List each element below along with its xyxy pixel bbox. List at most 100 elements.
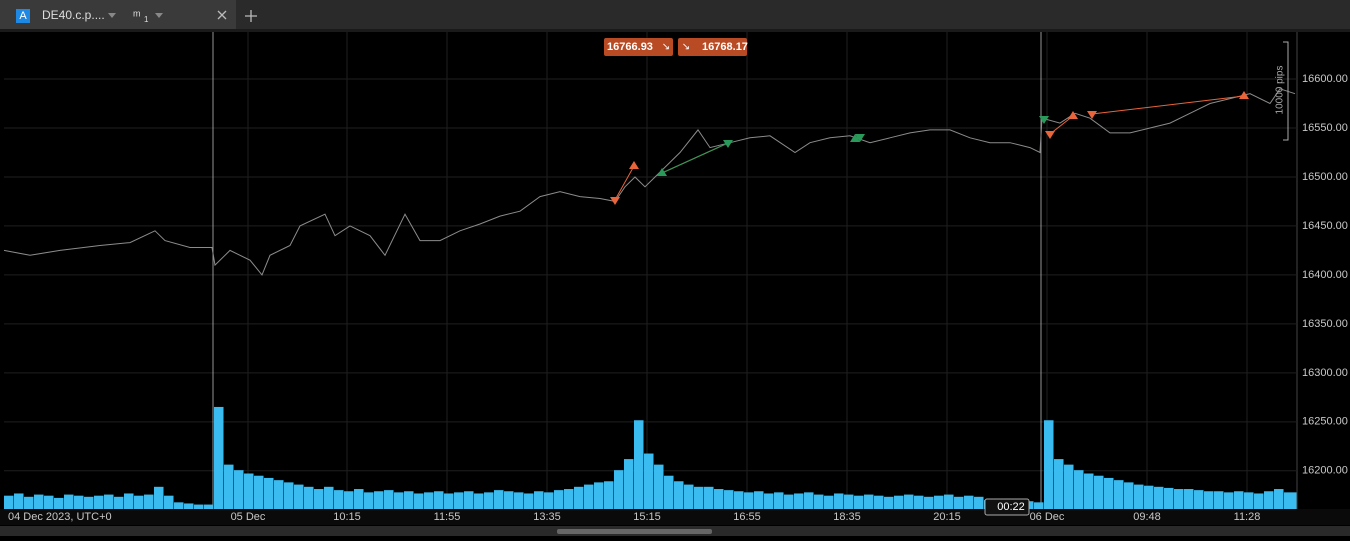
volume-bar: [844, 494, 854, 509]
x-tick-label: 11:28: [1234, 511, 1261, 523]
y-tick-label: 16400.00: [1302, 269, 1348, 281]
volume-bar: [74, 495, 84, 509]
volume-bar: [374, 491, 384, 509]
volume-bar: [134, 495, 144, 509]
volume-bar: [1134, 484, 1144, 509]
dropdown-arrows[interactable]: [108, 13, 163, 18]
x-tick-label: 05 Dec: [231, 511, 266, 523]
tab-timeframe[interactable]: m: [133, 8, 141, 18]
volume-bar: [324, 486, 334, 509]
volume-bar: [724, 490, 734, 509]
trade-marker: [629, 161, 639, 169]
volume-bar: [424, 492, 434, 509]
scale-bracket: [1283, 41, 1289, 141]
volume-bar: [294, 484, 304, 509]
x-tick-label: 20:15: [933, 511, 961, 523]
volume-bar: [684, 484, 694, 509]
trade-link: [661, 136, 861, 174]
volume-bar: [834, 493, 844, 509]
volume-bar: [554, 490, 564, 509]
volume-bar: [744, 492, 754, 509]
scroll-thumb[interactable]: [557, 529, 712, 534]
trade-marker: [610, 197, 620, 205]
volume-bar: [64, 494, 74, 509]
volume-bar: [934, 495, 944, 509]
volume-bar: [84, 496, 94, 509]
volume-bar: [384, 490, 394, 509]
y-tick-label: 16600.00: [1302, 73, 1348, 85]
volume-bar: [44, 495, 54, 509]
quote-price: 16766.93: [607, 41, 653, 53]
volume-bar: [644, 453, 654, 509]
volume-bar: [474, 493, 484, 509]
volume-bar: [34, 494, 44, 509]
y-tick-label: 16250.00: [1302, 416, 1348, 428]
volume-bar: [1034, 502, 1044, 509]
volume-bar: [794, 493, 804, 509]
volume-bar: [864, 494, 874, 509]
volume-bar: [524, 493, 534, 509]
volume-bar: [634, 420, 644, 509]
volume-bar: [354, 489, 364, 509]
volume-bar: [754, 491, 764, 509]
x-tick-label: 13:35: [533, 511, 561, 523]
volume-bar: [804, 492, 814, 509]
volume-bar: [404, 491, 414, 509]
volume-bar: [464, 491, 474, 509]
quote-arrow: ↘: [662, 42, 670, 53]
volume-bar: [624, 459, 634, 509]
volume-bar: [1234, 491, 1244, 509]
volume-bar: [714, 489, 724, 509]
volume-bar: [1214, 491, 1224, 509]
x-tick-label: 06 Dec: [1030, 511, 1065, 523]
volume-bar: [874, 495, 884, 509]
quote-arrow: ↘: [682, 42, 690, 53]
x-tick-label: 15:15: [633, 511, 661, 523]
volume-bar: [734, 491, 744, 509]
volume-bar: [204, 504, 214, 509]
volume-bar: [1254, 493, 1264, 509]
volume-bar: [1044, 420, 1054, 509]
volume-bar: [1124, 482, 1134, 509]
volume-bar: [764, 493, 774, 509]
y-tick-label: 16200.00: [1302, 465, 1348, 477]
price-axis: [1297, 32, 1350, 509]
tab-symbol[interactable]: DE40.c.p....: [42, 8, 105, 22]
trade-marker: [657, 168, 667, 176]
active-tab[interactable]: [0, 0, 236, 29]
x-tick-label: 09:48: [1133, 511, 1161, 523]
volume-bar: [584, 484, 594, 509]
volume-bar: [1184, 489, 1194, 509]
volume-bar: [14, 493, 24, 509]
volume-bar: [614, 470, 624, 509]
trade-marker: [850, 134, 860, 142]
volume-bar: [184, 503, 194, 509]
volume-bar: [1154, 486, 1164, 509]
tab-icon-bg: [16, 9, 30, 23]
trade-marker: [1239, 91, 1249, 99]
volume-bar: [244, 473, 254, 509]
volume-bar: [904, 494, 914, 509]
x-origin-label: 04 Dec 2023, UTC+0: [8, 511, 112, 523]
volume-bar: [54, 497, 64, 509]
trade-marker: [855, 134, 865, 142]
volume-bar: [1174, 489, 1184, 509]
trade-marker: [1039, 116, 1049, 124]
trade-marker: [723, 140, 733, 148]
y-tick-label: 16500.00: [1302, 171, 1348, 183]
volume-bar: [234, 470, 244, 509]
tab-controls[interactable]: [217, 10, 257, 22]
volume-bar: [1244, 492, 1254, 509]
volume-bar: [444, 493, 454, 509]
volume-bar: [194, 504, 204, 509]
volume-bar: [894, 495, 904, 509]
trade-marker: [1087, 111, 1097, 119]
volume-bar: [284, 482, 294, 509]
volume-bar: [314, 489, 324, 509]
volume-bar: [434, 491, 444, 509]
y-tick-label: 16450.00: [1302, 220, 1348, 232]
volume-bar: [784, 494, 794, 509]
volume-bar: [1224, 492, 1234, 509]
volume-bar: [104, 494, 114, 509]
